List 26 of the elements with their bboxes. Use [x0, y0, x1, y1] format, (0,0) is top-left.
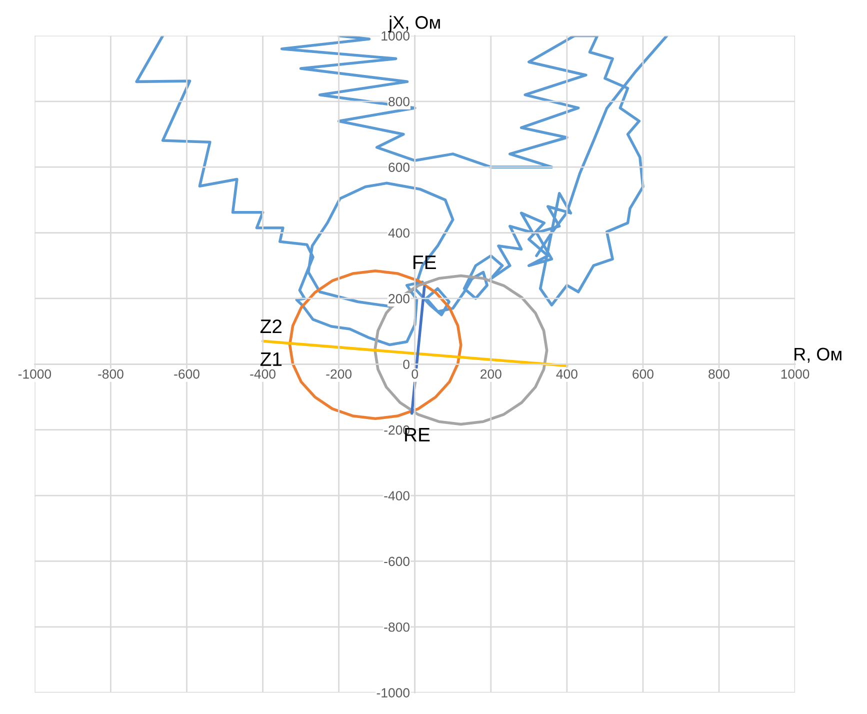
x-tick-label: 200: [480, 369, 502, 379]
y-tick-label: 0: [403, 360, 410, 370]
y-tick-label: 800: [388, 96, 410, 106]
x-axis-title: R, Ом: [794, 348, 842, 363]
annotation: Z1: [260, 352, 282, 366]
y-tick-label: 600: [388, 162, 410, 172]
x-tick-label: -1000: [18, 369, 52, 379]
y-tick-label: 400: [388, 228, 410, 238]
x-tick-label: -600: [174, 369, 200, 379]
x-tick-label: 0: [412, 369, 418, 379]
x-tick-label: 800: [708, 369, 730, 379]
y-tick-label: 1000: [382, 31, 410, 41]
annotation: Z2: [260, 319, 282, 334]
y-axis-title: jX, Ом: [388, 16, 440, 32]
y-tick-label: -800: [384, 622, 410, 632]
x-tick-label: 600: [632, 369, 654, 379]
x-tick-label: -200: [326, 369, 352, 379]
line-series: [374, 274, 548, 426]
y-tick-label: -600: [384, 556, 410, 566]
line-series: [288, 269, 462, 420]
x-tick-label: -800: [98, 369, 124, 379]
y-tick-label: -1000: [376, 688, 410, 698]
x-tick-label: -400: [250, 369, 276, 379]
y-tick-label: -400: [384, 491, 410, 500]
x-tick-label: 1000: [781, 369, 810, 379]
x-tick-label: 400: [556, 369, 578, 379]
